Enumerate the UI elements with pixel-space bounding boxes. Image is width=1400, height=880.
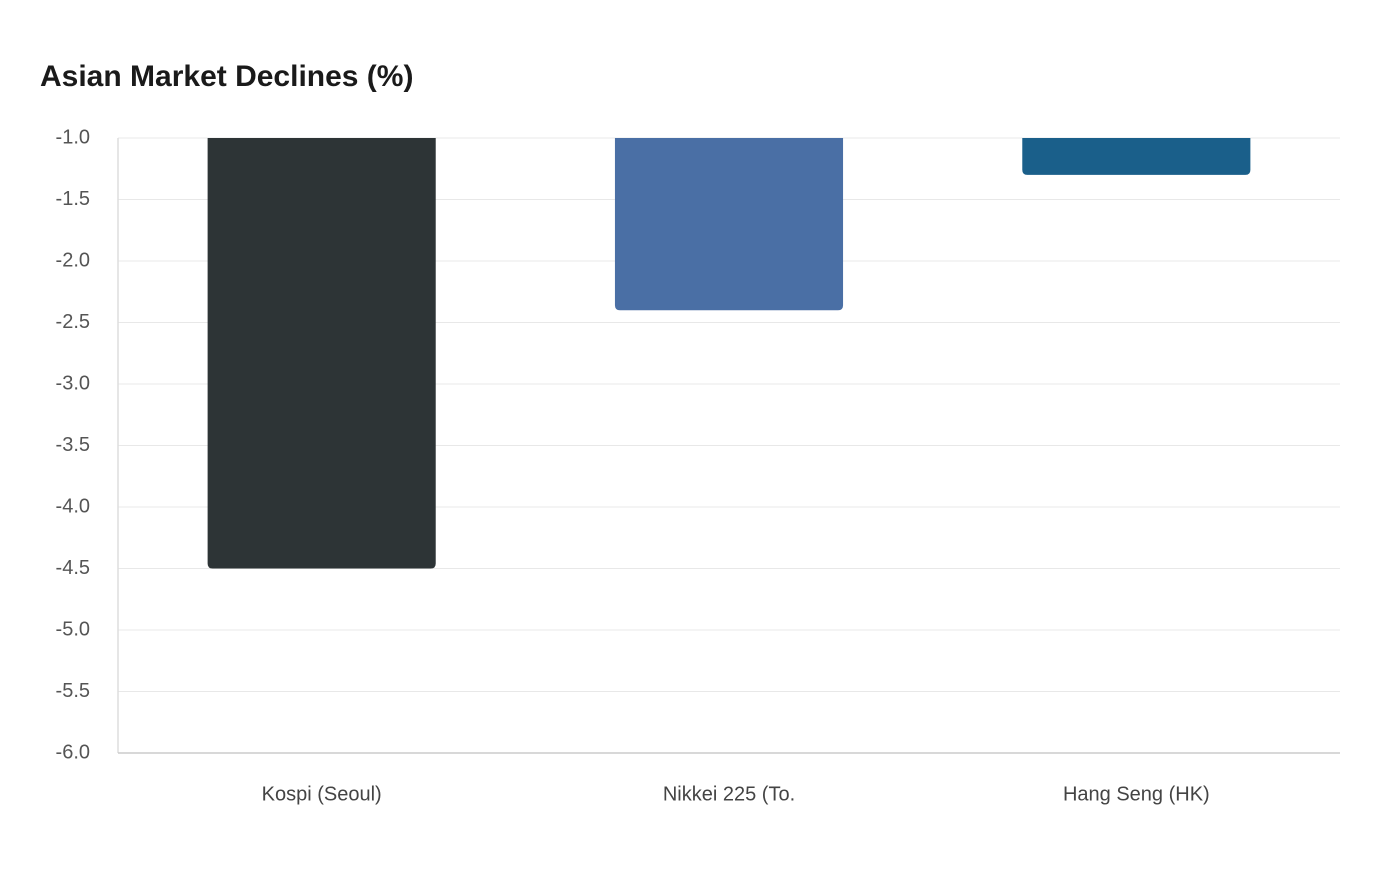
y-tick-label: -5.0 [56,618,90,640]
y-tick-label: -4.5 [56,557,90,579]
x-category-label: Hang Seng (HK) [1063,783,1210,805]
bar-1 [207,138,436,569]
y-tick-label: -1.5 [56,188,90,210]
y-tick-label: -3.0 [56,372,90,394]
y-tick-label: -4.0 [56,495,90,517]
y-tick-label: -2.0 [56,249,90,271]
x-category-label: Nikkei 225 (To. [663,783,795,805]
axes [117,138,1340,754]
bars [207,138,1251,569]
y-tick-label: -1.0 [56,126,90,148]
bar-3 [1022,138,1251,175]
y-tick-label: -3.5 [56,434,90,456]
y-tick-label: -5.5 [56,680,90,702]
x-category-label: Kospi (Seoul) [262,783,382,805]
y-tick-labels: -1.0 -1.5 -2.0 -2.5 -3.0 -3.5 -4.0 -4.5 -5.0 -5.5… [56,126,90,763]
y-tick-label: -6.0 [56,741,90,763]
x-category-labels: Kospi (Seoul) Nikkei 225 (To. Hang Seng (H… [262,783,1210,805]
y-tick-label: -2.5 [56,311,90,333]
chart-title: Asian Market Declines (%) [40,60,414,93]
bar-2 [614,138,844,311]
